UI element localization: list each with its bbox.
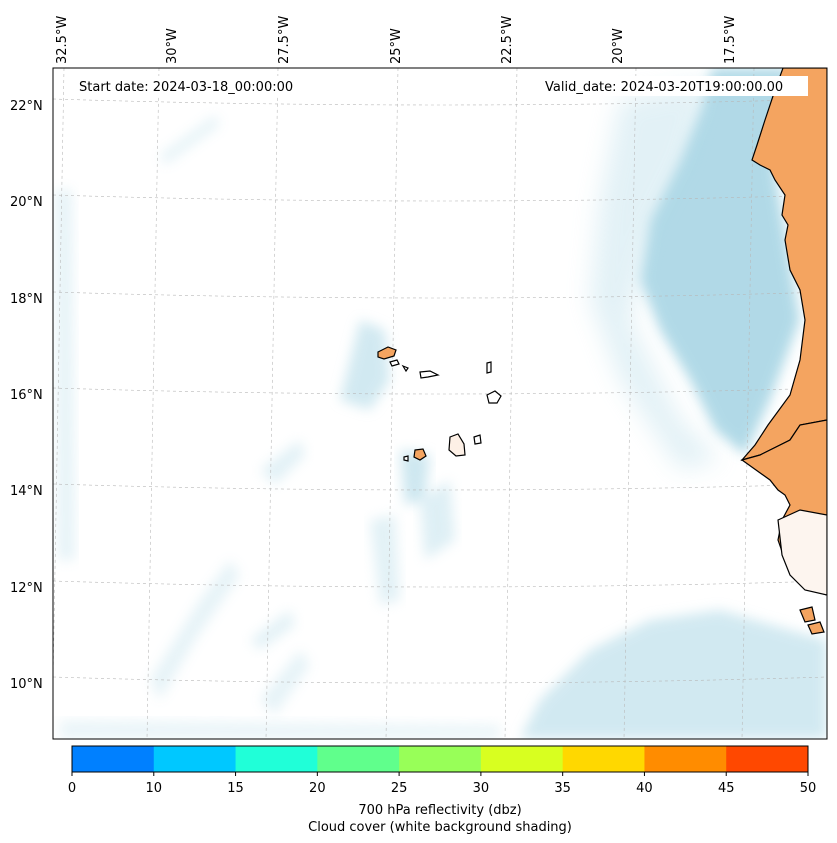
island-boa-vista	[486, 390, 502, 404]
island-santo-antao	[377, 346, 397, 360]
colorbar-title-line2: Cloud cover (white background shading)	[308, 820, 572, 835]
island-cloud-streak-3	[420, 480, 455, 560]
map-panel: Start date: 2024-03-18_00:00:00 Valid_da…	[10, 16, 828, 740]
lon-label-27-5w: 27.5°W	[277, 16, 292, 64]
colorbar-swatch	[726, 746, 809, 772]
valid-date-box: Valid_date: 2024-03-20T19:00:00.00	[538, 76, 808, 96]
colorbar-swatch	[317, 746, 400, 772]
island-cloud-streak-1	[340, 320, 390, 410]
north-cloud-streak	[160, 115, 220, 165]
lon-label-25w: 25°W	[389, 28, 404, 64]
lat-label-10n: 10°N	[10, 677, 43, 692]
island-sal	[486, 361, 492, 374]
colorbar-border	[71, 745, 809, 773]
colorbar-tick-label: 10	[146, 781, 163, 796]
lat-label-16n: 16°N	[10, 388, 43, 403]
africa-coast-gambia	[777, 509, 827, 596]
colorbar-tick-label: 35	[554, 781, 571, 796]
coastal-cloud-fringe	[590, 80, 720, 470]
bijagos-islands	[799, 606, 825, 635]
southern-cloud-band	[520, 610, 827, 739]
colorbar-tick-label: 40	[636, 781, 653, 796]
graticule-grid	[53, 68, 827, 739]
lat-label-18n: 18°N	[10, 292, 43, 307]
colorbar-tick-label: 0	[68, 781, 76, 796]
map-border	[52, 67, 828, 740]
colorbar-title-line1: 700 hPa reflectivity (dbz)	[358, 803, 521, 818]
colorbar-swatch	[399, 746, 482, 772]
lon-label-17-5w: 17.5°W	[723, 16, 738, 64]
colorbar-swatch	[72, 746, 155, 772]
colorbar-tick-label: 45	[718, 781, 735, 796]
lon-label-30w: 30°W	[165, 28, 180, 64]
lat-label-20n: 20°N	[10, 195, 43, 210]
graticule-parallel	[53, 98, 827, 106]
graticule-parallel	[53, 194, 827, 202]
island-cloud-streak-4	[370, 515, 400, 605]
colorbar-swatch	[562, 746, 645, 772]
lat-label-12n: 12°N	[10, 581, 43, 596]
colorbar-tick-label: 30	[473, 781, 490, 796]
map-content	[53, 68, 827, 739]
graticule-parallel	[53, 387, 827, 395]
start-date-label: Start date: 2024-03-18_00:00:00	[79, 80, 293, 95]
reflectivity-colorbar: 0 10 15 20 25 30 35 40 45 50 700 hPa reflectivity…	[68, 745, 816, 835]
island-santa-luzia	[401, 364, 409, 373]
colorbar-swatch	[480, 746, 564, 772]
island-cloud-streak-2	[400, 450, 430, 505]
island-santiago	[448, 433, 466, 457]
graticule-parallel	[53, 676, 827, 684]
colorbar-swatch	[153, 746, 237, 772]
colorbar-tick-label: 15	[227, 781, 244, 796]
start-date-box: Start date: 2024-03-18_00:00:00	[72, 76, 312, 96]
colorbar-tick-label: 20	[309, 781, 326, 796]
start-date-background	[72, 76, 312, 96]
longitude-labels: 32.5°W 30°W 27.5°W 25°W 22.5°W 20°W 17.5…	[55, 16, 738, 64]
lat-label-22n: 22°N	[10, 99, 43, 114]
valid-date-label: Valid_date: 2024-03-20T19:00:00.00	[545, 80, 783, 95]
colorbar-swatch	[235, 746, 318, 772]
colorbar-swatch	[644, 746, 727, 772]
island-cloud-streak-5	[260, 440, 305, 485]
island-maio	[473, 434, 482, 445]
west-edge-cloud	[55, 190, 75, 560]
bottom-edge-cloud	[60, 720, 500, 739]
colorbar-tick-label: 25	[391, 781, 408, 796]
cloud-cover-shading	[55, 68, 827, 739]
lat-label-14n: 14°N	[10, 484, 43, 499]
western-cloud-streak-3	[250, 610, 295, 650]
latitude-labels: 22°N 20°N 18°N 16°N 14°N 12°N 10°N	[10, 99, 43, 692]
lon-label-20w: 20°W	[611, 28, 626, 64]
western-cloud-streak-2	[260, 650, 310, 715]
island-sao-nicolau	[419, 370, 440, 379]
lon-label-32-5w: 32.5°W	[55, 16, 70, 64]
land-masses	[377, 68, 827, 635]
colorbar-swatches	[72, 746, 809, 772]
graticule-parallel	[53, 291, 827, 299]
colorbar-tick-label: 50	[800, 781, 817, 796]
western-cloud-streak-1	[150, 560, 240, 700]
island-brava	[403, 455, 409, 462]
colorbar-ticks: 0 10 15 20 25 30 35 40 45 50	[68, 772, 816, 796]
graticule-parallel	[53, 483, 827, 491]
graticule-parallel	[53, 580, 827, 588]
valid-date-background	[538, 76, 808, 96]
island-fogo	[413, 448, 427, 461]
lon-label-22-5w: 22.5°W	[500, 16, 515, 64]
island-sao-vicente	[389, 359, 400, 367]
